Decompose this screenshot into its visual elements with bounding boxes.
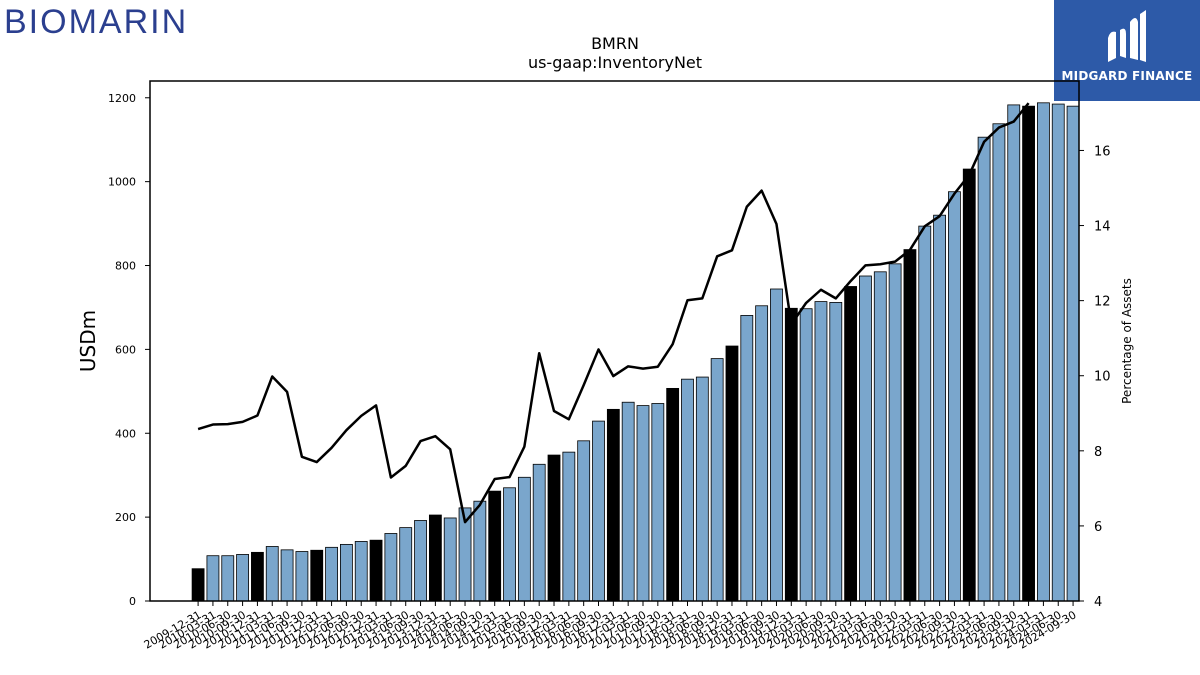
bar bbox=[354, 541, 368, 602]
bar bbox=[933, 214, 946, 602]
bar bbox=[325, 546, 338, 602]
bar bbox=[903, 249, 917, 602]
plot-frame bbox=[149, 80, 1080, 602]
bar bbox=[784, 307, 798, 602]
bar bbox=[562, 451, 576, 602]
bar bbox=[577, 440, 591, 602]
bar bbox=[1037, 102, 1050, 602]
bar bbox=[710, 358, 724, 602]
bar bbox=[236, 554, 249, 602]
bar bbox=[606, 408, 620, 602]
bar bbox=[666, 387, 680, 602]
bar bbox=[310, 549, 324, 602]
bar bbox=[1007, 104, 1021, 602]
bar bbox=[948, 191, 961, 602]
bar bbox=[503, 487, 516, 602]
y2-axis-label: Percentage of Assets bbox=[1120, 278, 1134, 404]
x-axis-ticks: 2009-12-312010-03-312010-06-302010-09-30… bbox=[142, 601, 1079, 652]
bar bbox=[191, 568, 205, 602]
bar bbox=[547, 454, 561, 602]
bar bbox=[339, 543, 353, 602]
y-axis-ticks: 0 200 400 600 800 1000 1200 bbox=[108, 92, 150, 608]
bar bbox=[770, 288, 783, 602]
bar bbox=[1022, 105, 1035, 602]
percentage-line bbox=[197, 102, 1030, 524]
bar bbox=[755, 305, 769, 602]
y2-tick-label: 8 bbox=[1094, 445, 1102, 460]
y-tick-label: 1000 bbox=[108, 176, 136, 189]
chart-subtitle: us-gaap:InventoryNet bbox=[528, 53, 702, 72]
bar bbox=[488, 490, 502, 602]
y2-tick-label: 16 bbox=[1094, 144, 1111, 159]
bar bbox=[428, 514, 442, 602]
bar bbox=[369, 539, 383, 602]
y2-axis-ticks: 4 6 8 10 12 14 16 bbox=[1079, 144, 1111, 610]
bar bbox=[740, 315, 754, 602]
bar bbox=[280, 549, 294, 602]
midgard-finance-logo: MIDGARD FINANCE bbox=[1054, 0, 1200, 101]
line-series bbox=[197, 102, 1030, 524]
bar bbox=[532, 463, 546, 602]
y2-tick-label: 10 bbox=[1094, 370, 1111, 385]
y-tick-label: 600 bbox=[115, 343, 136, 356]
y2-tick-label: 12 bbox=[1094, 295, 1111, 310]
y-tick-label: 1200 bbox=[108, 92, 136, 105]
midgard-logo-mark-icon bbox=[1108, 10, 1146, 62]
bar bbox=[695, 376, 709, 602]
biomarin-logo: BIOMARIN bbox=[4, 2, 214, 42]
bar bbox=[399, 527, 413, 602]
bar bbox=[814, 301, 828, 602]
bar-series bbox=[191, 102, 1080, 602]
bar bbox=[681, 378, 694, 602]
y-tick-label: 400 bbox=[115, 427, 136, 440]
bar bbox=[621, 401, 635, 602]
midgard-finance-label: MIDGARD FINANCE bbox=[1061, 69, 1193, 83]
bar bbox=[888, 263, 902, 602]
y2-tick-label: 4 bbox=[1094, 595, 1102, 610]
bar bbox=[962, 168, 976, 602]
bar bbox=[725, 345, 739, 602]
bar bbox=[636, 405, 650, 602]
bar bbox=[473, 500, 487, 602]
bar bbox=[859, 275, 872, 602]
bar bbox=[977, 136, 991, 602]
y2-tick-label: 14 bbox=[1094, 220, 1111, 235]
y-tick-label: 800 bbox=[115, 260, 136, 273]
bar bbox=[265, 546, 279, 602]
bar bbox=[651, 403, 665, 602]
y-tick-label: 200 bbox=[115, 511, 136, 524]
bar bbox=[799, 308, 813, 602]
bar bbox=[517, 476, 531, 602]
bar bbox=[873, 271, 887, 602]
y2-tick-label: 6 bbox=[1094, 520, 1102, 535]
chart-title: BMRN bbox=[591, 34, 639, 53]
bar bbox=[918, 225, 932, 602]
bar bbox=[221, 555, 235, 602]
biomarin-logo-text: BIOMARIN bbox=[4, 3, 189, 41]
bar bbox=[592, 420, 605, 602]
bar bbox=[443, 517, 457, 602]
bar bbox=[1051, 103, 1065, 602]
bar bbox=[414, 520, 427, 602]
y-tick-label: 0 bbox=[129, 595, 136, 608]
bar bbox=[251, 551, 264, 602]
bar bbox=[1066, 105, 1080, 602]
bar bbox=[206, 555, 220, 602]
bar bbox=[384, 533, 398, 602]
bar bbox=[844, 286, 858, 602]
bar bbox=[992, 123, 1006, 602]
y-axis-label: USDm bbox=[76, 310, 100, 372]
bar bbox=[829, 302, 843, 602]
bar bbox=[295, 551, 309, 602]
